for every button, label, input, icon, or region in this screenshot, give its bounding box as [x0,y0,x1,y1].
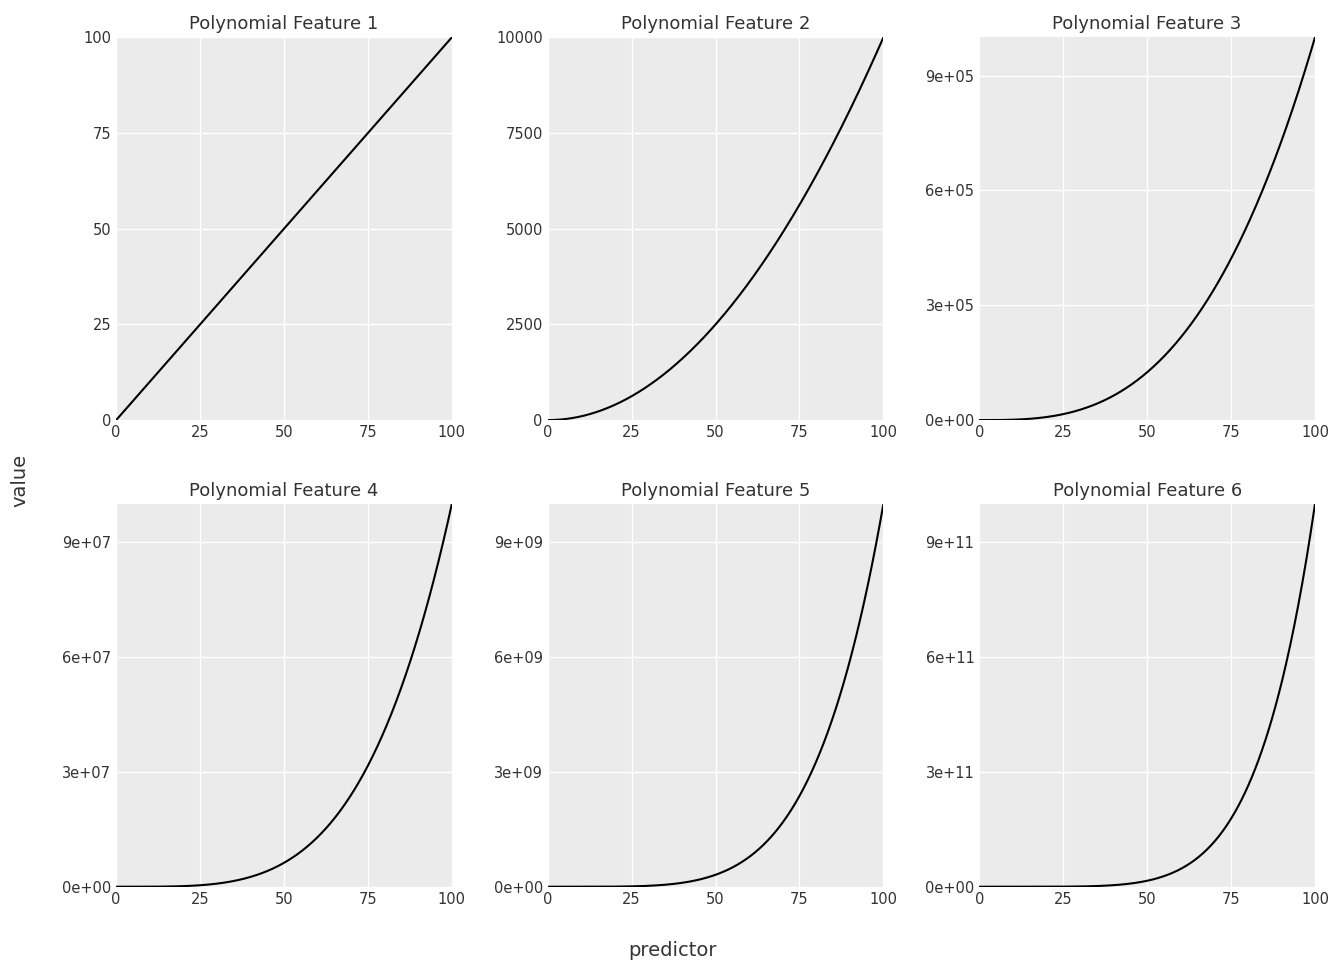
Title: Polynomial Feature 4: Polynomial Feature 4 [190,482,379,499]
Title: Polynomial Feature 1: Polynomial Feature 1 [190,15,379,33]
Title: Polynomial Feature 5: Polynomial Feature 5 [621,482,810,499]
Title: Polynomial Feature 3: Polynomial Feature 3 [1052,15,1242,33]
Title: Polynomial Feature 6: Polynomial Feature 6 [1052,482,1242,499]
Text: predictor: predictor [628,941,716,960]
Title: Polynomial Feature 2: Polynomial Feature 2 [621,15,810,33]
Text: value: value [11,453,30,507]
